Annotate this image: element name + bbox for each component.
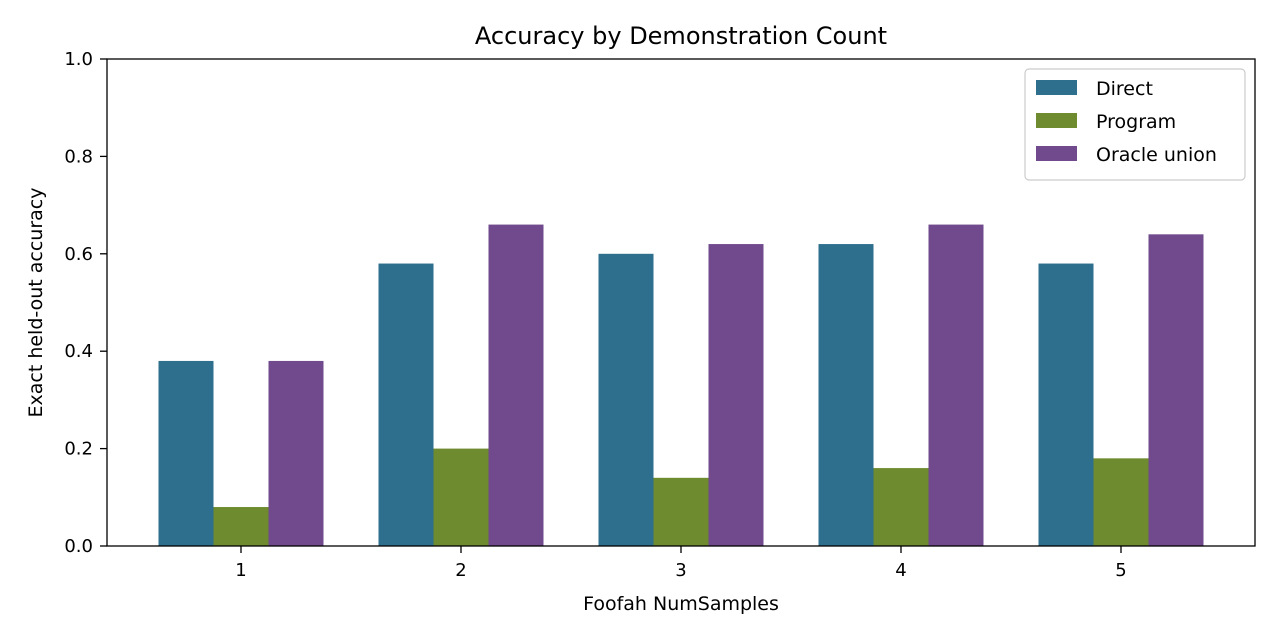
y-tick-label: 0.6 bbox=[64, 244, 93, 265]
y-tick-label: 1.0 bbox=[64, 49, 93, 70]
bar-program-1 bbox=[213, 507, 269, 546]
legend-swatch-oracle-union bbox=[1036, 146, 1077, 161]
legend-label: Direct bbox=[1096, 78, 1153, 100]
chart-title: Accuracy by Demonstration Count bbox=[475, 22, 887, 50]
plot-frame bbox=[106, 58, 1256, 547]
legend: Direct Program Oracle union bbox=[1024, 68, 1246, 181]
bar-direct-3 bbox=[598, 253, 654, 547]
bar-oracle-union-4 bbox=[928, 224, 984, 546]
y-tick-label: 0.8 bbox=[64, 146, 93, 167]
bar-direct-4 bbox=[818, 244, 874, 546]
y-axis-ticks: 0.0 0.2 0.4 0.6 0.8 1.0 bbox=[64, 49, 107, 557]
x-axis-label: Foofah NumSamples bbox=[583, 593, 779, 615]
y-tick-label: 0.0 bbox=[64, 536, 93, 557]
x-axis-ticks: 1 2 3 4 5 bbox=[235, 546, 1127, 581]
bar-oracle-union-5 bbox=[1148, 234, 1204, 546]
x-tick-label: 1 bbox=[235, 560, 246, 581]
legend-box bbox=[1024, 68, 1246, 181]
bar-program-5 bbox=[1093, 458, 1149, 546]
legend-label: Oracle union bbox=[1096, 144, 1217, 166]
x-tick-label: 5 bbox=[1115, 560, 1126, 581]
y-tick-label: 0.2 bbox=[64, 439, 93, 460]
bar-program-2 bbox=[433, 448, 489, 546]
legend-label: Program bbox=[1096, 111, 1176, 133]
x-tick-label: 3 bbox=[675, 560, 686, 581]
bar-oracle-union-3 bbox=[708, 244, 764, 546]
bar-direct-2 bbox=[378, 263, 434, 546]
legend-swatch-program bbox=[1036, 113, 1077, 128]
bar-oracle-union-1 bbox=[268, 360, 324, 546]
x-tick-label: 2 bbox=[455, 560, 466, 581]
bar-oracle-union-2 bbox=[488, 224, 544, 546]
bar-program-4 bbox=[873, 468, 929, 546]
bar-direct-5 bbox=[1038, 263, 1094, 546]
y-axis-label: Exact held-out accuracy bbox=[25, 188, 47, 418]
bar-direct-1 bbox=[158, 360, 214, 546]
y-tick-label: 0.4 bbox=[64, 341, 93, 362]
bar-program-3 bbox=[653, 477, 709, 546]
x-tick-label: 4 bbox=[895, 560, 906, 581]
bars-layer bbox=[158, 224, 1204, 547]
legend-swatch-direct bbox=[1036, 80, 1077, 95]
